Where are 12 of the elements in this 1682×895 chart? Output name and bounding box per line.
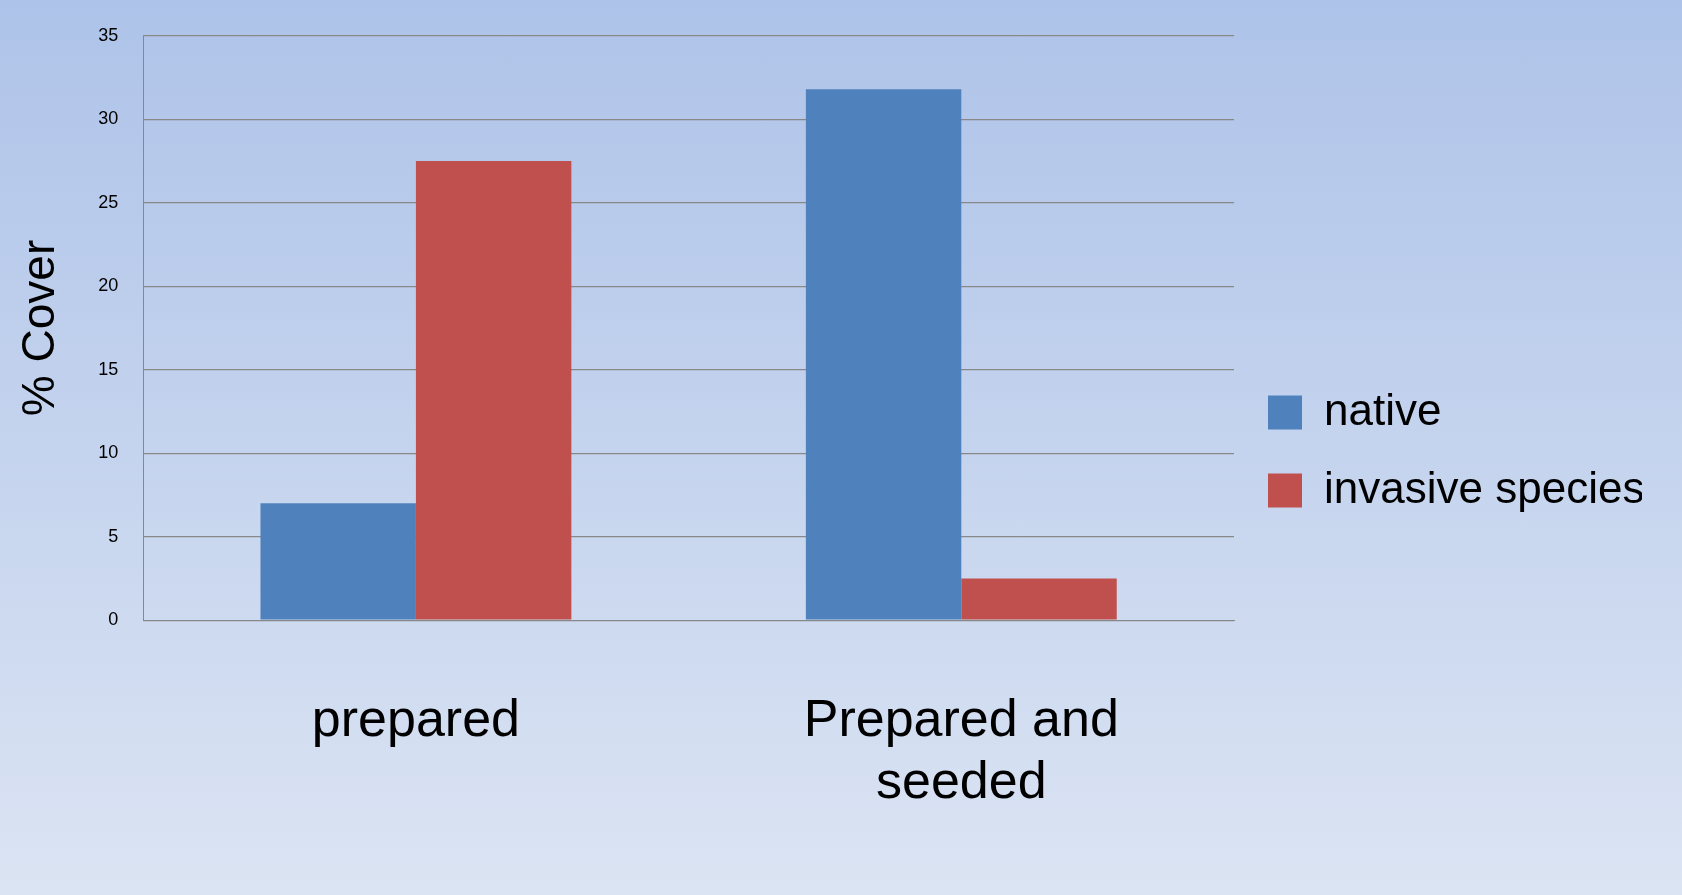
y-tick-label: 20: [98, 275, 119, 296]
x-tick-label: Prepared and seeded: [803, 688, 1119, 810]
legend-label: native: [1324, 384, 1442, 434]
y-tick-label: 25: [98, 191, 119, 212]
y-axis-title: % Cover: [12, 239, 65, 417]
y-tick-label: 5: [108, 525, 119, 546]
y-tick-label: 10: [98, 442, 119, 463]
x-tick-label: prepared: [311, 688, 520, 747]
y-tick-label: 30: [98, 108, 119, 129]
y-tick-label: 15: [98, 358, 119, 379]
y-tick-label: 0: [108, 609, 119, 630]
y-tick-label: 35: [98, 24, 119, 45]
